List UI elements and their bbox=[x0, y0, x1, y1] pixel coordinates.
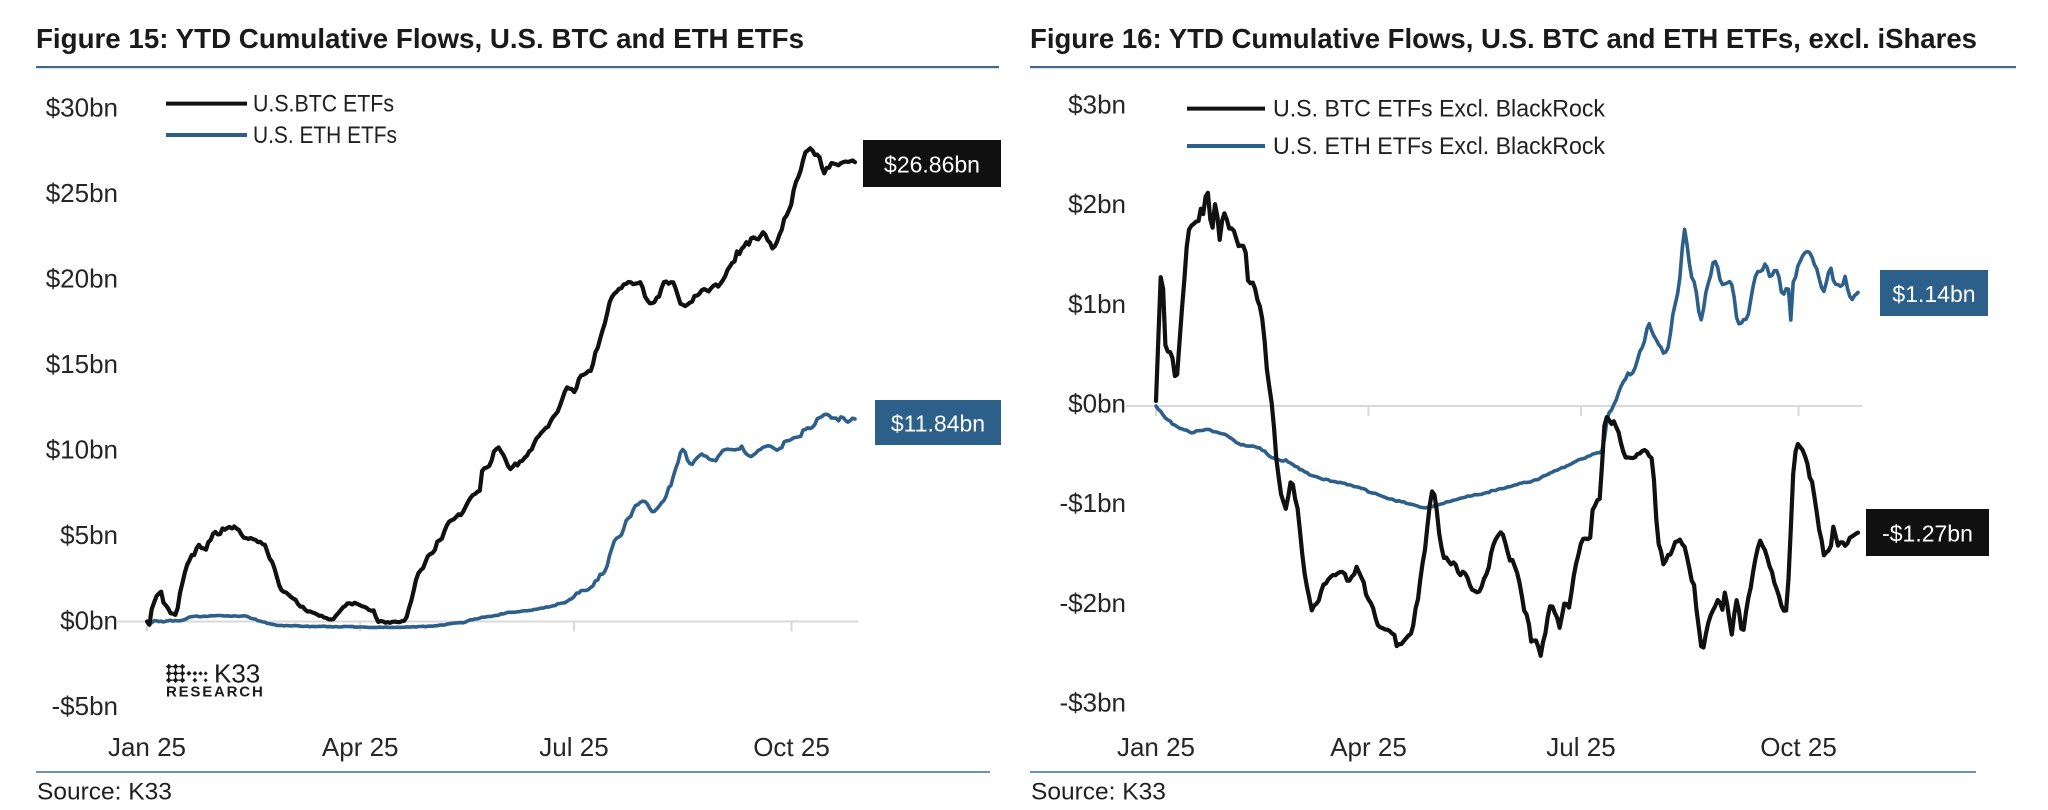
svg-text:$15bn: $15bn bbox=[46, 349, 118, 379]
svg-text:RESEARCH: RESEARCH bbox=[166, 684, 265, 701]
svg-text:Source: K33: Source: K33 bbox=[1031, 779, 1166, 806]
svg-text:Jul 25: Jul 25 bbox=[539, 732, 608, 762]
svg-text:-$1bn: -$1bn bbox=[1060, 488, 1127, 518]
svg-text:Jan 25: Jan 25 bbox=[108, 732, 186, 762]
svg-text:$0bn: $0bn bbox=[60, 606, 118, 636]
svg-text:U.S. BTC ETFs Excl. BlackRock: U.S. BTC ETFs Excl. BlackRock bbox=[1273, 96, 1606, 123]
svg-text:$10bn: $10bn bbox=[46, 435, 118, 465]
svg-text:Source: K33: Source: K33 bbox=[37, 779, 172, 806]
svg-text:$2bn: $2bn bbox=[1068, 189, 1126, 219]
svg-text:-$1.27bn: -$1.27bn bbox=[1882, 521, 1973, 547]
svg-text:Figure 16: YTD Cumulative Flow: Figure 16: YTD Cumulative Flows, U.S. BT… bbox=[1030, 23, 1977, 54]
svg-text:-$2bn: -$2bn bbox=[1060, 588, 1127, 618]
svg-text:U.S. ETH ETFs Excl. BlackRock: U.S. ETH ETFs Excl. BlackRock bbox=[1273, 133, 1606, 160]
svg-text:-$3bn: -$3bn bbox=[1060, 688, 1127, 718]
svg-text:$11.84bn: $11.84bn bbox=[891, 411, 985, 437]
svg-text:Figure 15: YTD Cumulative Flow: Figure 15: YTD Cumulative Flows, U.S. BT… bbox=[36, 23, 804, 54]
svg-text:$30bn: $30bn bbox=[46, 93, 118, 123]
svg-text:U.S.BTC ETFs: U.S.BTC ETFs bbox=[253, 91, 394, 118]
svg-text:U.S. ETH ETFs: U.S. ETH ETFs bbox=[253, 122, 397, 149]
svg-text:Apr 25: Apr 25 bbox=[322, 732, 399, 762]
svg-text:$1bn: $1bn bbox=[1068, 289, 1126, 319]
svg-text:$5bn: $5bn bbox=[60, 520, 118, 550]
svg-text:$20bn: $20bn bbox=[46, 264, 118, 294]
svg-text:$3bn: $3bn bbox=[1068, 90, 1126, 120]
svg-text:Jul 25: Jul 25 bbox=[1546, 732, 1615, 762]
svg-text:$26.86bn: $26.86bn bbox=[884, 152, 980, 178]
svg-text:Oct 25: Oct 25 bbox=[1760, 732, 1837, 762]
svg-text:K33: K33 bbox=[214, 659, 260, 689]
svg-text:$1.14bn: $1.14bn bbox=[1892, 281, 1975, 307]
svg-text:Apr 25: Apr 25 bbox=[1330, 732, 1407, 762]
svg-text:$25bn: $25bn bbox=[46, 178, 118, 208]
svg-text:$0bn: $0bn bbox=[1068, 389, 1126, 419]
svg-text:Oct 25: Oct 25 bbox=[753, 732, 830, 762]
svg-text:Jan 25: Jan 25 bbox=[1117, 732, 1195, 762]
svg-text:-$5bn: -$5bn bbox=[52, 691, 119, 721]
